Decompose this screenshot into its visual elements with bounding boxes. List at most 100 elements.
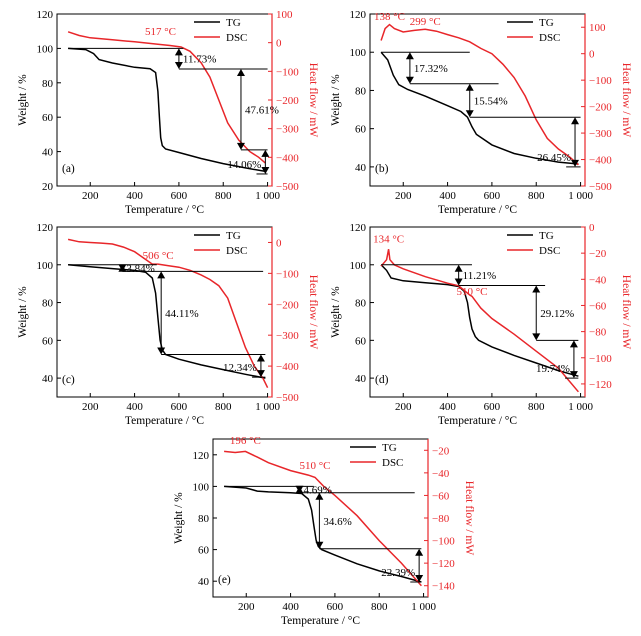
step-arrow-head bbox=[569, 371, 578, 379]
step-arrow-head bbox=[405, 52, 414, 60]
y2-tick-label: 0 bbox=[589, 49, 595, 61]
x-tick-label: 800 bbox=[371, 601, 388, 613]
step-arrow-head bbox=[415, 574, 424, 582]
x-tick-label: 800 bbox=[528, 401, 545, 413]
step-arrow-head bbox=[118, 264, 127, 272]
step-arrow-head bbox=[315, 492, 324, 500]
y2-tick-label: −100 bbox=[276, 66, 299, 78]
y-tick-label: 100 bbox=[37, 260, 54, 272]
step-percent-label: 47.61% bbox=[245, 104, 279, 116]
peak-temperature-label: 506 °C bbox=[143, 250, 174, 262]
legend: TG DSC bbox=[194, 230, 247, 257]
x-tick-label: 600 bbox=[171, 401, 188, 413]
panel-label: (d) bbox=[375, 374, 389, 386]
legend-entry: DSC bbox=[226, 245, 247, 257]
x-tick-label: 1 000 bbox=[255, 190, 280, 202]
peak-temperature-label: 510 °C bbox=[456, 286, 487, 298]
y2-tick-label: −100 bbox=[276, 268, 299, 280]
step-percent-label: 14.06% bbox=[227, 159, 261, 171]
step-arrow-head bbox=[415, 548, 424, 556]
step-arrow-head bbox=[295, 485, 304, 493]
step-percent-label: 26.45% bbox=[537, 152, 571, 164]
y-tick-label: 100 bbox=[37, 43, 54, 55]
x-tick-label: 200 bbox=[82, 190, 99, 202]
y-tick-label: 120 bbox=[193, 450, 210, 462]
x-tick-label: 200 bbox=[395, 190, 412, 202]
legend: TG DSC bbox=[507, 230, 560, 257]
step-percent-label: 15.54% bbox=[474, 95, 508, 107]
y2-axis-label: Heat flow / mW bbox=[620, 275, 632, 350]
x-tick-label: 200 bbox=[395, 401, 412, 413]
step-arrow-head bbox=[174, 48, 183, 56]
step-arrow-head bbox=[236, 142, 245, 150]
y2-tick-label: −100 bbox=[589, 75, 612, 87]
panel-label: (c) bbox=[62, 374, 75, 386]
y2-tick-label: −500 bbox=[276, 392, 299, 404]
x-tick-label: 800 bbox=[215, 190, 232, 202]
x-axis-label: Temperature / °C bbox=[125, 204, 204, 216]
y2-tick-label: 100 bbox=[589, 22, 606, 34]
x-tick-label: 400 bbox=[439, 401, 456, 413]
y2-tick-label: −120 bbox=[589, 379, 612, 391]
x-axis-label: Temperature / °C bbox=[281, 615, 360, 627]
y-tick-label: 60 bbox=[198, 545, 210, 557]
y-axis-label: Weight / % bbox=[330, 74, 342, 126]
y-tick-label: 100 bbox=[350, 47, 367, 59]
x-tick-label: 1 000 bbox=[568, 401, 593, 413]
y2-tick-label: −400 bbox=[589, 155, 612, 167]
y-axis-label: Weight / % bbox=[173, 492, 185, 544]
y2-axis-label: Heat flow / mW bbox=[620, 63, 632, 138]
y-tick-label: 60 bbox=[42, 112, 54, 124]
y2-tick-label: −200 bbox=[276, 299, 299, 311]
y-tick-label: 40 bbox=[42, 373, 54, 385]
peak-temperature-label: 134 °C bbox=[373, 234, 404, 246]
y2-tick-label: −300 bbox=[589, 128, 612, 140]
y2-tick-label: −500 bbox=[276, 181, 299, 193]
step-arrow-head bbox=[532, 333, 541, 341]
y-tick-label: 120 bbox=[37, 9, 54, 21]
y-tick-label: 40 bbox=[355, 373, 367, 385]
legend-entry: DSC bbox=[539, 245, 560, 257]
y2-tick-label: −200 bbox=[589, 102, 612, 114]
legend-entry: TG bbox=[539, 17, 554, 29]
step-arrow-head bbox=[256, 370, 265, 378]
y2-tick-label: −120 bbox=[432, 558, 455, 570]
panel-3: 200 400 600 800 1 000 40 60 80 100 120 0 −20 −40 −60 −… bbox=[330, 222, 632, 427]
legend: TG DSC bbox=[350, 442, 403, 469]
y-tick-label: 40 bbox=[42, 147, 54, 159]
tg-curve bbox=[224, 485, 422, 583]
step-arrow-head bbox=[261, 149, 270, 157]
y2-tick-label: −300 bbox=[276, 330, 299, 342]
legend-entry: TG bbox=[226, 17, 241, 29]
step-arrow-head bbox=[569, 340, 578, 348]
step-percent-label: 11.73% bbox=[183, 54, 217, 66]
y2-tick-label: −140 bbox=[432, 581, 455, 593]
step-arrow-head bbox=[256, 354, 265, 362]
y-tick-label: 120 bbox=[37, 222, 54, 234]
step-arrow-head bbox=[157, 347, 166, 355]
y2-tick-label: −500 bbox=[589, 181, 612, 193]
panel-label: (a) bbox=[62, 163, 75, 175]
dsc-curve bbox=[67, 238, 269, 389]
step-arrow-head bbox=[405, 76, 414, 84]
panel-1: 200 400 600 800 1 0004060801001201000−100−20… bbox=[330, 9, 632, 216]
step-percent-label: 4.69% bbox=[303, 485, 331, 497]
x-tick-label: 800 bbox=[215, 401, 232, 413]
y-axis-label: Weight / % bbox=[17, 286, 29, 338]
y2-tick-label: −400 bbox=[276, 361, 299, 373]
x-tick-label: 400 bbox=[439, 190, 456, 202]
panel-label: (e) bbox=[218, 574, 231, 586]
step-arrow-head bbox=[571, 159, 580, 167]
step-arrow-head bbox=[454, 264, 463, 272]
y-tick-label: 120 bbox=[350, 222, 367, 234]
x-tick-label: 1 000 bbox=[568, 190, 593, 202]
step-arrow-head bbox=[454, 278, 463, 286]
peak-temperature-label: 196 °C bbox=[230, 435, 261, 447]
step-percent-label: 44.11% bbox=[165, 308, 199, 320]
peak-temperature-label: 138 °C bbox=[374, 11, 405, 23]
step-percent-label: 3.84% bbox=[126, 263, 154, 275]
x-axis-label: Temperature / °C bbox=[125, 415, 204, 427]
y-tick-label: 40 bbox=[355, 162, 367, 174]
x-tick-label: 200 bbox=[238, 601, 255, 613]
